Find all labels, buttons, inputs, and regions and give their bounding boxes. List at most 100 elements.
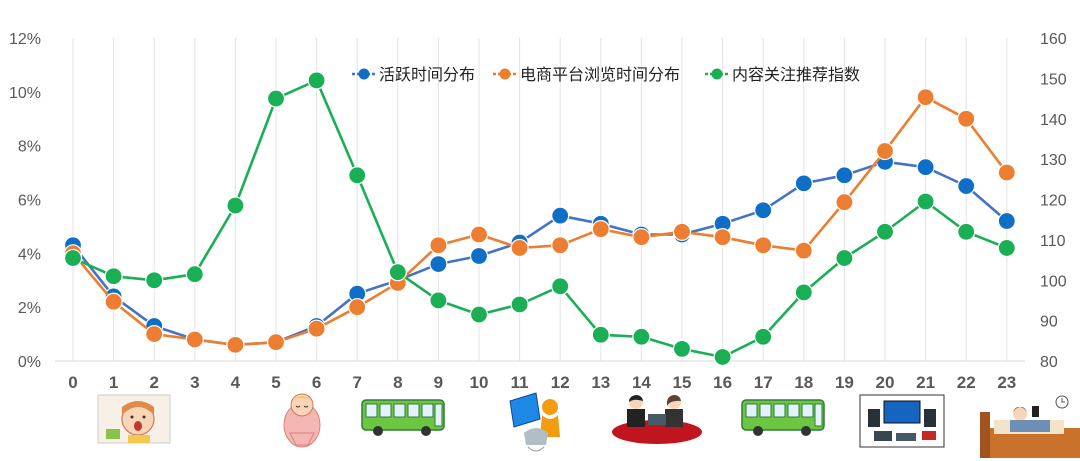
legend-item-ecommerce: 电商平台浏览时间分布: [493, 65, 680, 84]
data-point: [510, 238, 529, 258]
x-tick-label: 19: [835, 373, 854, 392]
series-line: [72, 79, 1008, 359]
data-point: [145, 324, 164, 344]
legend-label-content: 内容关注推荐指数: [732, 65, 860, 84]
x-tick-label: 6: [312, 373, 321, 392]
x-tick-label: 1: [109, 373, 118, 392]
data-point: [794, 283, 813, 302]
right-tick-label: 120: [1040, 193, 1067, 210]
computer-worker-icon: [509, 392, 560, 452]
bus-icon: [741, 399, 825, 437]
sleeping-person-icon: [283, 393, 321, 448]
right-tick-label: 150: [1040, 71, 1067, 88]
data-point: [672, 222, 692, 241]
x-tick-label: 7: [352, 373, 361, 392]
data-point: [145, 271, 164, 290]
x-tick-label: 9: [434, 373, 443, 392]
x-tick-label: 10: [470, 373, 489, 392]
legend-item-content: 内容关注推荐指数: [705, 65, 860, 84]
data-point: [226, 335, 245, 354]
x-tick-label: 4: [231, 373, 241, 392]
data-point: [551, 236, 570, 255]
left-tick-label: 6%: [18, 193, 41, 210]
yawning-person-icon: [97, 394, 171, 444]
series-line: [72, 95, 1008, 347]
data-point: [104, 292, 123, 311]
data-point: [551, 277, 570, 296]
x-tick-label: 12: [551, 373, 570, 392]
data-point: [875, 141, 895, 161]
data-point: [429, 291, 448, 310]
data-point: [997, 211, 1016, 231]
data-point: [713, 347, 732, 367]
series-group: [63, 71, 1016, 367]
series-2: [63, 71, 1016, 367]
data-point: [307, 319, 326, 338]
right-axis-ticks: 80 90 100 110 120 130 140 150 160: [1040, 31, 1067, 371]
x-tick-label: 5: [271, 373, 280, 392]
data-point: [632, 327, 651, 346]
data-point: [104, 267, 123, 286]
x-tick-label: 22: [957, 373, 976, 392]
x-tick-label: 2: [149, 373, 158, 392]
data-point: [469, 246, 489, 266]
data-point: [957, 222, 976, 241]
data-point: [469, 305, 489, 324]
data-point: [266, 89, 286, 108]
x-tick-label: 0: [68, 373, 77, 392]
data-point: [957, 176, 976, 196]
data-point: [957, 109, 976, 128]
legend: 活跃时间分布 电商平台浏览时间分布 内容关注推荐指数: [352, 65, 860, 84]
right-tick-label: 80: [1040, 354, 1058, 371]
data-point: [185, 265, 204, 284]
data-point: [916, 192, 935, 211]
data-point: [469, 225, 489, 244]
left-tick-label: 12%: [9, 31, 41, 48]
legend-label-active: 活跃时间分布: [379, 65, 475, 84]
data-point: [551, 206, 570, 225]
data-point: [429, 236, 448, 255]
x-axis-ticks: 0 1 2 3 4 5 6 7 8 9 10 11 12 13 14 15 16 17 18 19 20 21 22 23: [68, 373, 1016, 392]
right-tick-label: 160: [1040, 31, 1067, 48]
data-point: [510, 295, 529, 314]
x-tick-label: 8: [393, 373, 402, 392]
x-tick-label: 13: [591, 373, 610, 392]
legend-label-ecommerce: 电商平台浏览时间分布: [520, 65, 680, 84]
series-1: [63, 88, 1016, 354]
x-tick-label: 20: [876, 373, 895, 392]
right-tick-label: 90: [1040, 314, 1058, 331]
x-tick-label: 18: [794, 373, 813, 392]
data-point: [754, 327, 773, 346]
data-point: [754, 201, 773, 220]
data-point: [672, 339, 692, 358]
data-point: [835, 166, 854, 185]
series-line: [71, 160, 1008, 347]
devices-icon: [859, 394, 945, 448]
data-point: [307, 71, 326, 90]
x-tick-label: 14: [632, 373, 651, 392]
data-point: [63, 248, 83, 268]
left-tick-label: 0%: [18, 354, 41, 371]
right-tick-label: 140: [1040, 112, 1067, 129]
data-point: [835, 193, 854, 212]
data-point: [916, 88, 935, 107]
data-point: [429, 255, 448, 274]
bus-icon: [361, 399, 445, 437]
left-tick-label: 4%: [18, 246, 41, 263]
x-tick-label: 11: [511, 373, 529, 392]
data-point: [916, 158, 935, 177]
data-point: [591, 325, 610, 344]
data-point: [754, 236, 773, 255]
data-point: [713, 228, 732, 247]
data-point: [226, 196, 245, 215]
meeting-people-icon: [612, 395, 702, 444]
right-tick-label: 100: [1040, 273, 1067, 290]
left-axis-ticks: 0% 2% 4% 6% 8% 10% 12%: [9, 31, 41, 371]
data-point: [348, 166, 367, 185]
data-point: [875, 222, 895, 241]
data-point: [185, 330, 204, 349]
data-point: [591, 220, 610, 239]
hour-pictures: [97, 392, 1080, 458]
x-tick-label: 21: [916, 373, 935, 392]
